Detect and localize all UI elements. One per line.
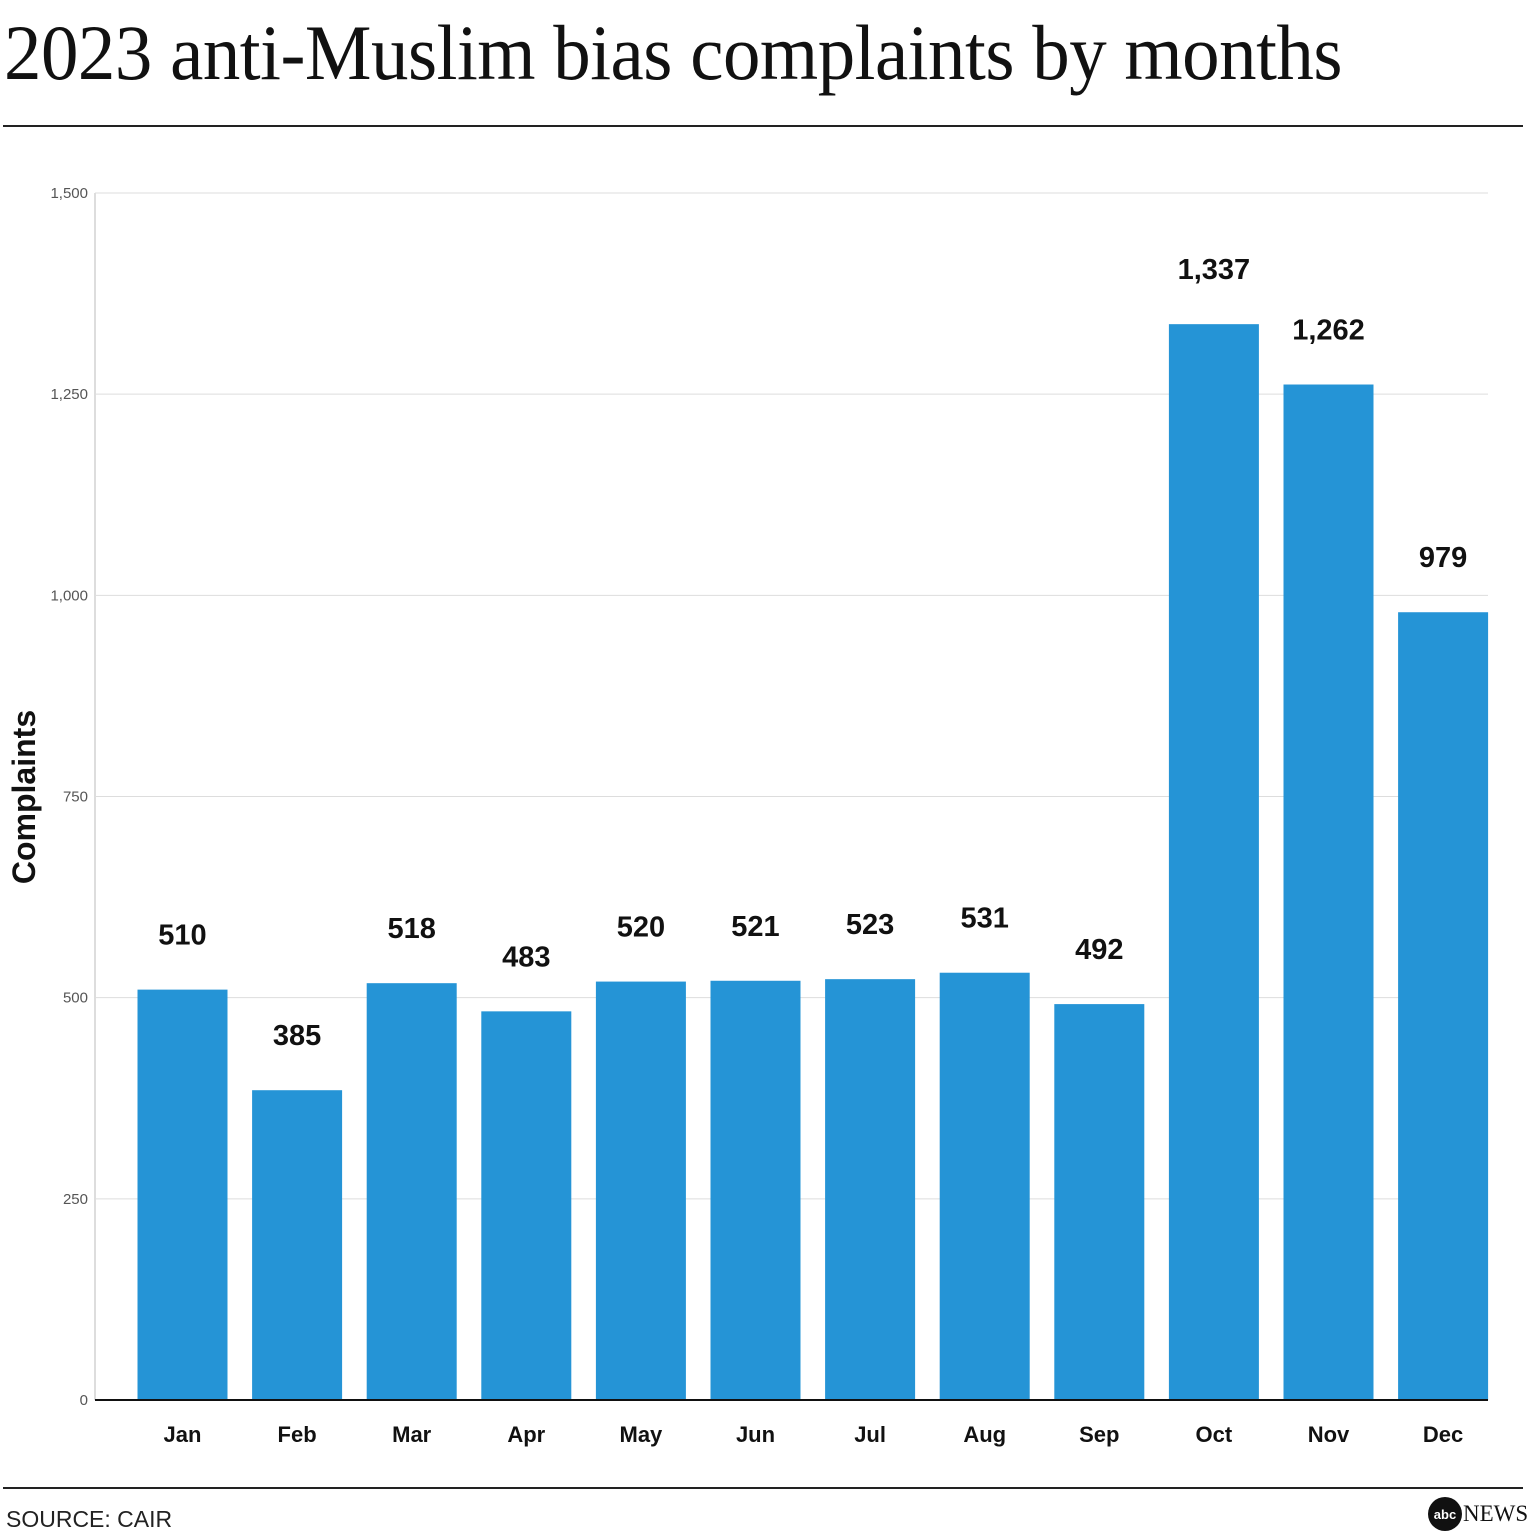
bar-dec (1398, 612, 1489, 1400)
bar-may (595, 981, 686, 1400)
abc-logo-mark: abc (1428, 1497, 1462, 1531)
abc-logo-text: NEWS (1463, 1501, 1529, 1526)
y-tick-label: 500 (63, 990, 88, 1007)
bar-jan (137, 989, 228, 1400)
x-tick-label: Dec (1423, 1422, 1463, 1447)
bar-feb (252, 1090, 343, 1400)
y-tick-label: 250 (63, 1191, 88, 1208)
y-tick-label: 1,250 (50, 386, 88, 403)
bar-sep (1054, 1004, 1145, 1400)
chart-title: 2023 anti-Muslim bias complaints by mont… (4, 9, 1343, 96)
bar-nov (1283, 384, 1374, 1400)
title-divider (3, 125, 1523, 127)
footer-divider (3, 1487, 1523, 1489)
data-label: 1,337 (1178, 254, 1251, 286)
x-tick-label: Sep (1079, 1422, 1119, 1447)
x-tick-label: Feb (278, 1422, 317, 1447)
data-label: 510 (158, 920, 206, 952)
data-label: 385 (273, 1020, 321, 1052)
data-label: 518 (388, 913, 436, 945)
data-label: 523 (846, 909, 894, 941)
x-tick-label: Oct (1196, 1422, 1233, 1447)
x-tick-label: Aug (963, 1422, 1006, 1447)
bar-apr (481, 1011, 572, 1400)
data-label: 521 (731, 911, 779, 943)
y-axis-label: Complaints (6, 710, 42, 884)
x-tick-label: Jun (736, 1422, 775, 1447)
x-tick-label: Nov (1308, 1422, 1350, 1447)
x-tick-label: May (620, 1422, 664, 1447)
bar-chart: 0 250 500 750 1,000 1,250 1,500 Complaints 510 Ja… (6, 185, 1489, 1447)
data-label: 492 (1075, 934, 1123, 966)
y-tick-label: 0 (80, 1392, 88, 1409)
bar-oct (1168, 324, 1259, 1401)
bar-jun (710, 980, 801, 1400)
x-tick-label: Mar (392, 1422, 432, 1447)
y-tick-label: 1,500 (50, 185, 88, 202)
y-tick-label: 750 (63, 789, 88, 806)
data-label: 483 (502, 941, 550, 973)
bar-jul (825, 979, 916, 1400)
bar-mar (366, 983, 457, 1400)
source-note: SOURCE: CAIR (6, 1506, 173, 1532)
x-tick-label: Jan (164, 1422, 202, 1447)
abc-news-logo: abc NEWS (1428, 1497, 1528, 1531)
y-tick-label: 1,000 (50, 587, 88, 604)
data-label: 1,262 (1292, 315, 1365, 347)
x-tick-label: Apr (507, 1422, 545, 1447)
x-tick-label: Jul (854, 1422, 886, 1447)
bar-aug (939, 972, 1030, 1400)
data-label: 520 (617, 912, 665, 944)
data-label: 531 (961, 903, 1009, 935)
data-label: 979 (1419, 542, 1467, 574)
